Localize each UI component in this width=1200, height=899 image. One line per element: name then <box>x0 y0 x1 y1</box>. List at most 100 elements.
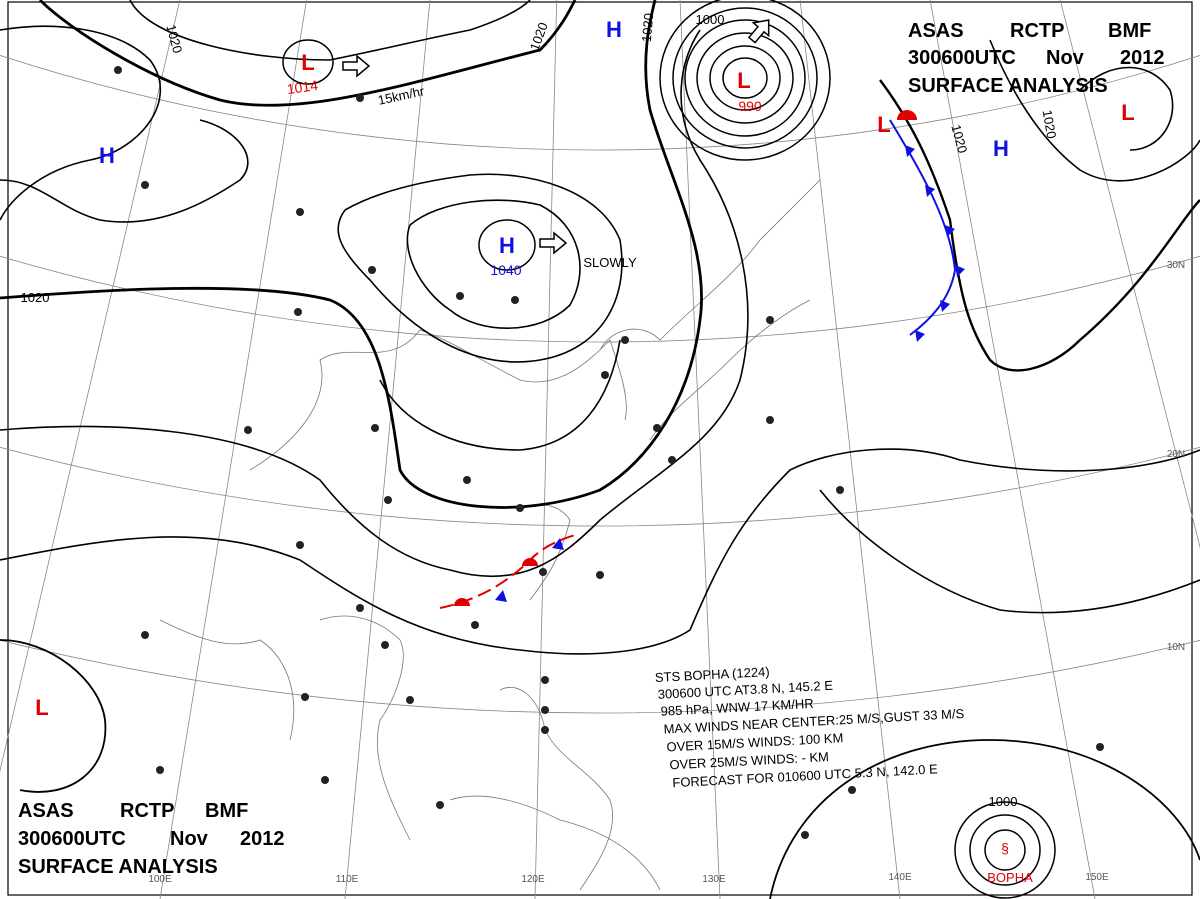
grid-labels: 100E 110E 120E 130E 140E 150E 30N 20N 10… <box>148 260 1185 885</box>
header-word: 300600UTC <box>18 828 126 850</box>
coastline <box>499 687 614 891</box>
isobar <box>379 339 621 451</box>
high-symbol: H <box>993 136 1009 161</box>
station <box>1096 743 1104 751</box>
movement-arrow <box>539 231 568 255</box>
high-symbol: H <box>499 233 515 258</box>
front-triangle <box>940 300 950 312</box>
station <box>601 371 609 379</box>
coastline <box>159 619 295 741</box>
station <box>766 316 774 324</box>
header-line: SURFACE ANALYSIS <box>908 75 1108 97</box>
station <box>114 66 122 74</box>
isobar-ring <box>696 32 794 124</box>
station <box>294 308 302 316</box>
isobar <box>0 448 1200 655</box>
header-word: RCTP <box>1010 20 1064 42</box>
meridian <box>1059 0 1200 549</box>
pressure-centers: L 1014 H H 1040 H L 990 L H L L <box>35 17 1134 720</box>
isobar <box>0 119 249 223</box>
station <box>301 693 309 701</box>
isobar-ring <box>282 39 334 85</box>
typhoon-name: BOPHA <box>987 870 1033 885</box>
typhoon-note: STS BOPHA (1224) 300600 UTC AT3.8 N, 145… <box>654 664 964 790</box>
note-line: STS BOPHA (1224) <box>654 664 770 685</box>
warm-semicircle <box>897 110 917 120</box>
front-triangle <box>915 330 925 342</box>
movement-arrow <box>747 19 770 44</box>
isobar-label: 1020 <box>948 123 970 155</box>
low-symbol: L <box>737 68 750 93</box>
station <box>539 568 547 576</box>
meridian <box>679 0 721 899</box>
station <box>381 641 389 649</box>
isobar <box>0 25 162 221</box>
coastline <box>249 329 627 471</box>
station <box>463 476 471 484</box>
isobar-label: 1020 <box>527 20 551 52</box>
isobar <box>0 29 749 578</box>
movement-label: 15km/hr <box>377 83 427 108</box>
header-word: ASAS <box>908 20 964 42</box>
meridian <box>0 0 181 773</box>
isobar-ring <box>672 7 818 149</box>
movement-label: SLOWLY <box>583 255 637 270</box>
station <box>356 94 364 102</box>
latitude-label: 10N <box>1167 642 1185 653</box>
latitude-label: 20N <box>1167 449 1185 460</box>
front-triangle <box>955 265 965 277</box>
coastline <box>449 795 661 891</box>
station <box>141 631 149 639</box>
longitude-label: 150E <box>1085 872 1109 883</box>
center-pressure: 990 <box>738 98 762 114</box>
coastline <box>649 299 811 441</box>
isobar <box>1079 66 1174 151</box>
station <box>848 786 856 794</box>
isobar-labels: 1020 1020 1020 1020 1020 1020 1000 1000 <box>21 12 1060 809</box>
typhoon-symbol: § <box>1001 840 1009 856</box>
station <box>356 604 364 612</box>
longitude-label: 100E <box>148 874 172 885</box>
meridian <box>159 0 307 899</box>
front-triangle <box>495 590 507 602</box>
station <box>511 296 519 304</box>
meridian <box>799 0 901 899</box>
station <box>516 504 524 512</box>
isobar-ring <box>969 814 1041 886</box>
stationary-front <box>439 534 576 609</box>
movement-arrow <box>342 54 371 78</box>
header-word: Nov <box>170 828 209 850</box>
header-word: ASAS <box>18 800 74 822</box>
station <box>321 776 329 784</box>
station <box>541 726 549 734</box>
station <box>406 696 414 704</box>
isobar <box>879 79 1200 372</box>
longitude-label: 120E <box>521 874 545 885</box>
longitude-label: 140E <box>888 872 912 883</box>
station <box>436 801 444 809</box>
station <box>368 266 376 274</box>
meridian <box>929 0 1096 899</box>
isobar-label: 1000 <box>989 794 1018 809</box>
isobar-ring <box>954 801 1056 899</box>
isobar-ring <box>659 0 831 161</box>
low-symbol: L <box>877 112 890 137</box>
low-symbol: L <box>35 695 48 720</box>
station <box>384 496 392 504</box>
high-symbol: H <box>606 17 622 42</box>
header-word: 2012 <box>1120 47 1165 69</box>
header-word: BMF <box>205 800 248 822</box>
header-word: BMF <box>1108 20 1151 42</box>
longitude-label: 130E <box>702 874 726 885</box>
coastline <box>319 615 411 841</box>
front-triangle <box>552 538 564 550</box>
parallel <box>0 639 1200 713</box>
low-symbol: L <box>1121 100 1134 125</box>
meridian <box>344 0 431 899</box>
header-line: SURFACE ANALYSIS <box>18 856 218 878</box>
isobar-label: 1020 <box>639 13 656 43</box>
header-word: Nov <box>1046 47 1085 69</box>
station <box>668 456 676 464</box>
station <box>801 831 809 839</box>
